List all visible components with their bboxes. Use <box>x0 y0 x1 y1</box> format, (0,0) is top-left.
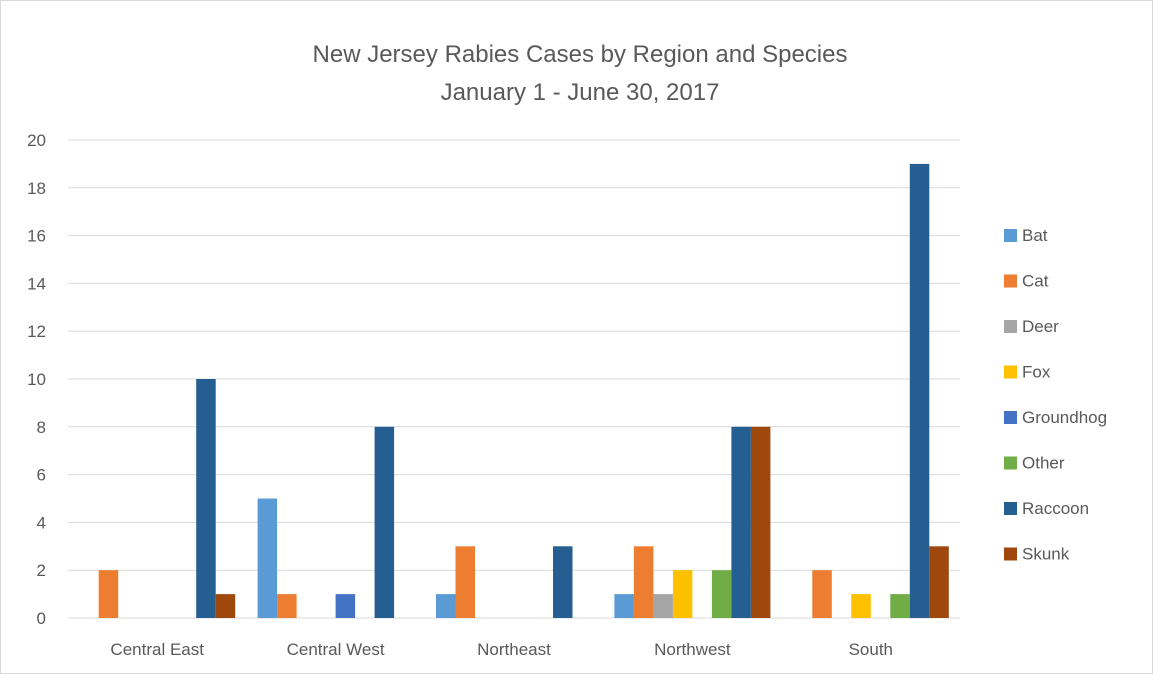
bar-skunk-south <box>929 546 949 618</box>
legend-label: Other <box>1022 454 1065 473</box>
bars <box>98 163 949 618</box>
bar-fox-south <box>851 594 871 618</box>
y-tick-label: 6 <box>37 466 46 485</box>
bar-skunk-central-east <box>215 594 236 618</box>
y-tick-label: 4 <box>37 513 46 532</box>
chart-subtitle: January 1 - June 30, 2017 <box>441 79 720 106</box>
bar-cat-northeast <box>455 546 475 618</box>
bar-other-northwest <box>711 570 732 618</box>
y-tick-label: 20 <box>27 131 46 150</box>
legend-swatch <box>1004 274 1017 288</box>
bar-cat-northwest <box>633 546 654 618</box>
x-category-label: South <box>849 640 893 659</box>
bar-cat-central-east <box>98 570 119 618</box>
bar-raccoon-northeast <box>553 546 573 618</box>
legend-label: Bat <box>1022 226 1048 245</box>
legend: Bat Cat Deer Fox Groundhog Other Raccoon Skunk <box>1004 226 1107 564</box>
legend-label: Groundhog <box>1022 408 1107 427</box>
y-tick-label: 2 <box>37 561 46 580</box>
legend-label: Raccoon <box>1022 499 1089 518</box>
legend-swatch <box>1004 502 1017 515</box>
y-tick-label: 18 <box>27 179 46 198</box>
bar-fox-northwest <box>672 570 693 618</box>
legend-swatch <box>1004 320 1017 333</box>
legend-label: Skunk <box>1022 545 1070 564</box>
x-axis-categories: Central East Central West Northeast Northwe… <box>110 640 893 659</box>
bar-cat-central-west <box>277 594 297 618</box>
legend-swatch <box>1004 547 1017 561</box>
bar-bat-northeast <box>436 594 456 618</box>
x-category-label: Northeast <box>477 640 551 659</box>
y-tick-label: 14 <box>27 274 46 293</box>
y-tick-label: 8 <box>37 418 46 437</box>
bar-groundhog-central-west <box>335 594 356 618</box>
y-tick-label: 12 <box>27 322 46 341</box>
x-category-label: Central West <box>287 640 385 659</box>
bar-other-south <box>890 594 910 618</box>
y-axis-ticks: 0 2 4 6 8 10 12 14 16 18 20 <box>27 131 46 628</box>
legend-swatch <box>1004 229 1017 242</box>
legend-label: Deer <box>1022 317 1059 336</box>
bar-deer-northwest <box>653 594 673 618</box>
bar-skunk-northwest <box>750 426 771 618</box>
y-tick-label: 10 <box>27 370 46 389</box>
legend-swatch <box>1004 365 1017 379</box>
bar-raccoon-south <box>909 163 930 618</box>
bar-bat-central-west <box>257 498 278 618</box>
legend-label: Cat <box>1022 272 1049 291</box>
y-tick-label: 0 <box>37 609 46 628</box>
bar-raccoon-central-east <box>196 379 216 618</box>
legend-swatch <box>1004 411 1017 424</box>
y-tick-label: 16 <box>27 227 46 246</box>
legend-label: Fox <box>1022 363 1051 382</box>
bar-raccoon-central-west <box>374 426 395 618</box>
legend-swatch <box>1004 456 1017 470</box>
x-category-label: Northwest <box>654 640 731 659</box>
bar-raccoon-northwest <box>731 426 751 618</box>
bar-cat-south <box>812 570 832 618</box>
x-category-label: Central East <box>110 640 204 659</box>
chart-title: New Jersey Rabies Cases by Region and Sp… <box>313 41 848 68</box>
bar-bat-northwest <box>614 594 634 618</box>
